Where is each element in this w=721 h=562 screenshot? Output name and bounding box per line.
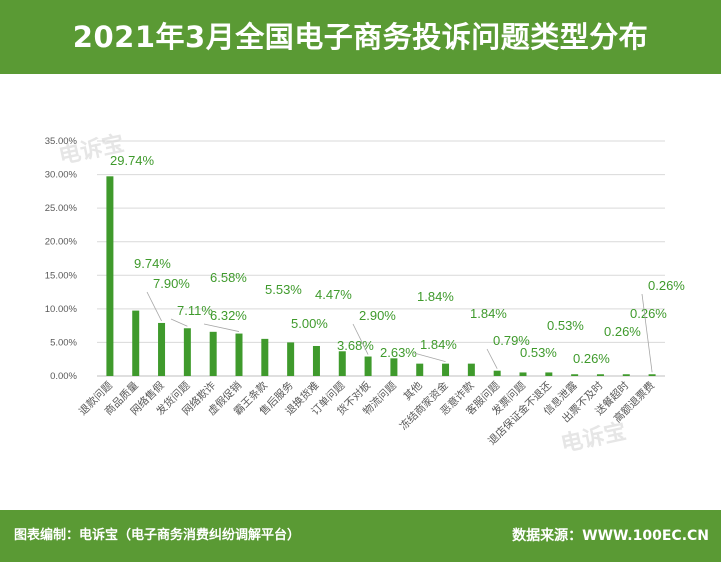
data-label: 0.53% [547,318,584,333]
bar [183,328,191,376]
bar [235,333,243,376]
data-label: 7.90% [153,276,190,291]
y-tick-label: 5.00% [50,337,77,348]
bar [648,374,656,376]
bar-chart: 0.00% 5.00% 10.00% 15.00% 20.00% 25.00% 30.00%… [45,136,686,448]
bar [545,372,553,376]
bar [364,356,372,376]
y-tick-label: 15.00% [45,270,78,281]
bar [261,338,269,376]
bar [571,374,579,376]
y-tick-label: 35.00% [45,136,78,147]
data-label: 2.63% [380,345,417,360]
title-bar [0,0,721,74]
bar [209,331,217,376]
data-label: 9.74% [134,256,171,271]
bar [519,372,527,376]
data-label: 29.74% [110,153,155,168]
y-tick-label: 25.00% [45,203,78,214]
data-label: 7.11% [177,303,213,318]
data-label: 0.53% [520,345,557,360]
y-tick-label: 10.00% [45,304,78,315]
data-label: 5.53% [265,282,302,297]
data-label: 3.68% [337,338,374,353]
bar [493,370,501,376]
data-label: 4.47% [315,287,352,302]
bar [442,363,450,376]
label-leader [203,323,240,332]
bar [338,351,346,376]
label-leader [352,323,369,355]
data-label: 0.26% [648,278,685,293]
bar [106,176,114,376]
data-label: 0.26% [630,306,667,321]
y-tick-label: 0.00% [50,371,77,382]
label-leader [486,348,498,369]
data-label: 6.58% [210,270,247,285]
data-label: 6.32% [210,308,247,323]
footer-source: 数据来源：WWW.100EC.CN [512,528,709,544]
bar [416,363,424,376]
bar [596,374,604,376]
y-tick-label: 30.00% [45,170,78,181]
bar [132,310,140,376]
bar [287,342,295,376]
data-label: 0.26% [604,324,641,339]
bar [390,358,398,376]
label-leader [641,293,653,373]
bar [622,374,630,376]
y-tick-label: 20.00% [45,237,78,248]
data-label: 5.00% [291,316,328,331]
data-label: 1.84% [420,337,457,352]
label-leader [146,291,162,322]
data-label: 1.84% [417,289,454,304]
bar [467,363,475,376]
label-leader [413,352,446,363]
chart-title: 2021年3月全国电子商务投诉问题类型分布 [72,20,649,54]
data-label: 0.26% [573,351,610,366]
data-label: 1.84% [470,306,507,321]
footer-bar: 图表编制：电诉宝（电子商务消费纠纷调解平台） 数据来源：WWW.100EC.CN [0,510,721,562]
data-label: 2.90% [359,308,396,323]
label-leader [170,318,188,327]
footer-credit: 图表编制：电诉宝（电子商务消费纠纷调解平台） [14,528,301,543]
bar [158,322,166,376]
bar [312,345,320,376]
data-label: 0.79% [493,333,530,348]
